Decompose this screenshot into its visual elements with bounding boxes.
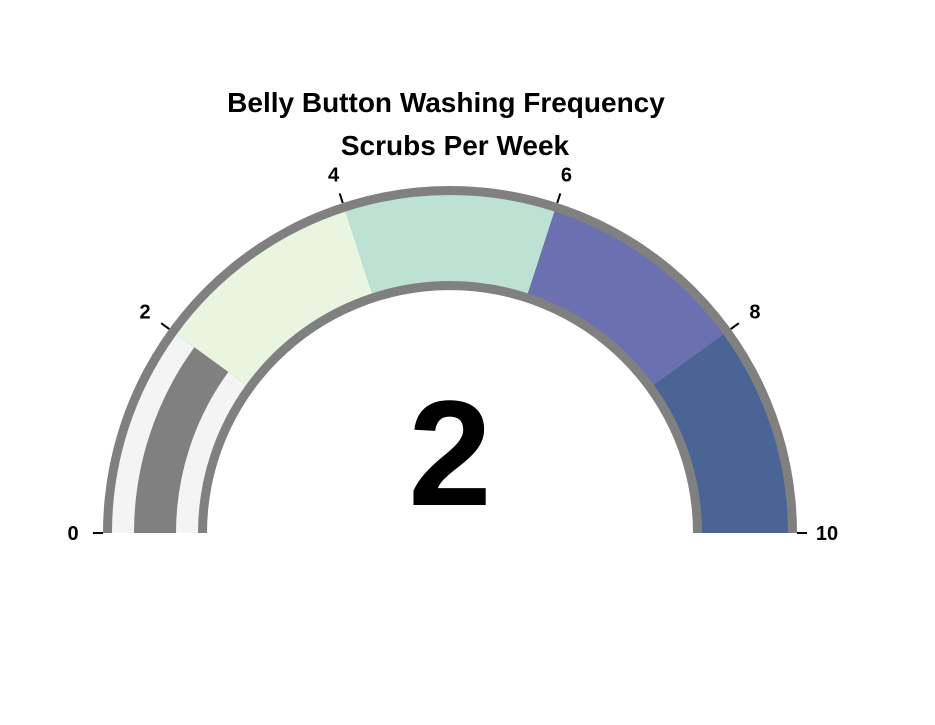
gauge-band-4 [653, 334, 788, 533]
tick-mark-6 [556, 193, 562, 204]
gauge-value: 2 [408, 369, 491, 537]
tick-label-4: 4 [328, 164, 340, 186]
tick-label-6: 6 [561, 164, 572, 186]
gauge-band-1 [176, 211, 373, 385]
chart-title: Belly Button Washing Frequency [227, 87, 665, 118]
tick-mark-2 [160, 322, 170, 330]
tick-label-10: 10 [816, 523, 838, 545]
tick-mark-4 [338, 193, 344, 204]
tick-label-2: 2 [139, 301, 150, 323]
gauge-band-2 [345, 195, 555, 294]
tick-mark-8 [730, 322, 740, 330]
gauge-band-3 [527, 211, 724, 385]
chart-subtitle: Scrubs Per Week [341, 130, 570, 161]
gauge-body: 0 2 4 6 8 10 [67, 164, 838, 545]
tick-label-0: 0 [67, 523, 78, 545]
tick-label-8: 8 [749, 301, 760, 323]
gauge-value-bar [134, 347, 229, 533]
